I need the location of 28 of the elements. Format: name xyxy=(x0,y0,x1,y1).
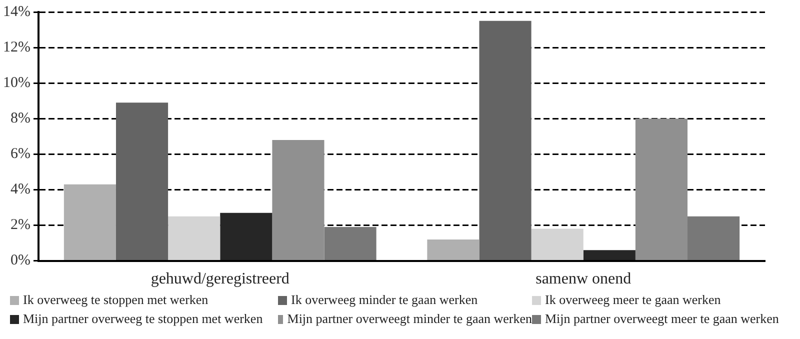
y-tick-label: 0% xyxy=(10,252,30,269)
legend-label: Mijn partner overweegt minder te gaan werken xyxy=(287,311,532,327)
y-tick-label: 8% xyxy=(10,110,30,127)
legend-label: Ik overweeg minder te gaan werken xyxy=(291,292,478,308)
x-tick-label: samenw onend xyxy=(536,270,632,288)
bar xyxy=(531,228,584,260)
y-tick-label: 14% xyxy=(2,4,30,20)
y-tick-label: 12% xyxy=(2,39,30,56)
x-tick-label: gehuwd/geregistreerd xyxy=(150,270,290,288)
bar xyxy=(116,102,168,260)
bar xyxy=(64,184,116,260)
bar xyxy=(479,20,532,260)
bar xyxy=(272,140,324,260)
y-tick-label: 4% xyxy=(10,182,30,198)
legend-label: Mijn partner overweegt meer te gaan werken xyxy=(545,311,779,327)
bar xyxy=(324,227,376,260)
y-tick-label: 2% xyxy=(10,217,30,234)
y-tick-label: 10% xyxy=(2,75,30,92)
bar xyxy=(635,118,688,260)
bar xyxy=(427,239,480,260)
bar xyxy=(168,216,220,260)
bar xyxy=(583,250,636,260)
legend-label: Mijn partner overweeg te stoppen met werken xyxy=(23,311,263,327)
y-tick-label: 6% xyxy=(10,146,30,162)
legend-label: Ik overweeg meer te gaan werken xyxy=(545,292,721,308)
bar xyxy=(688,216,740,260)
bar xyxy=(220,212,272,260)
legend-label: Ik overweeg te stoppen met werken xyxy=(23,292,208,308)
